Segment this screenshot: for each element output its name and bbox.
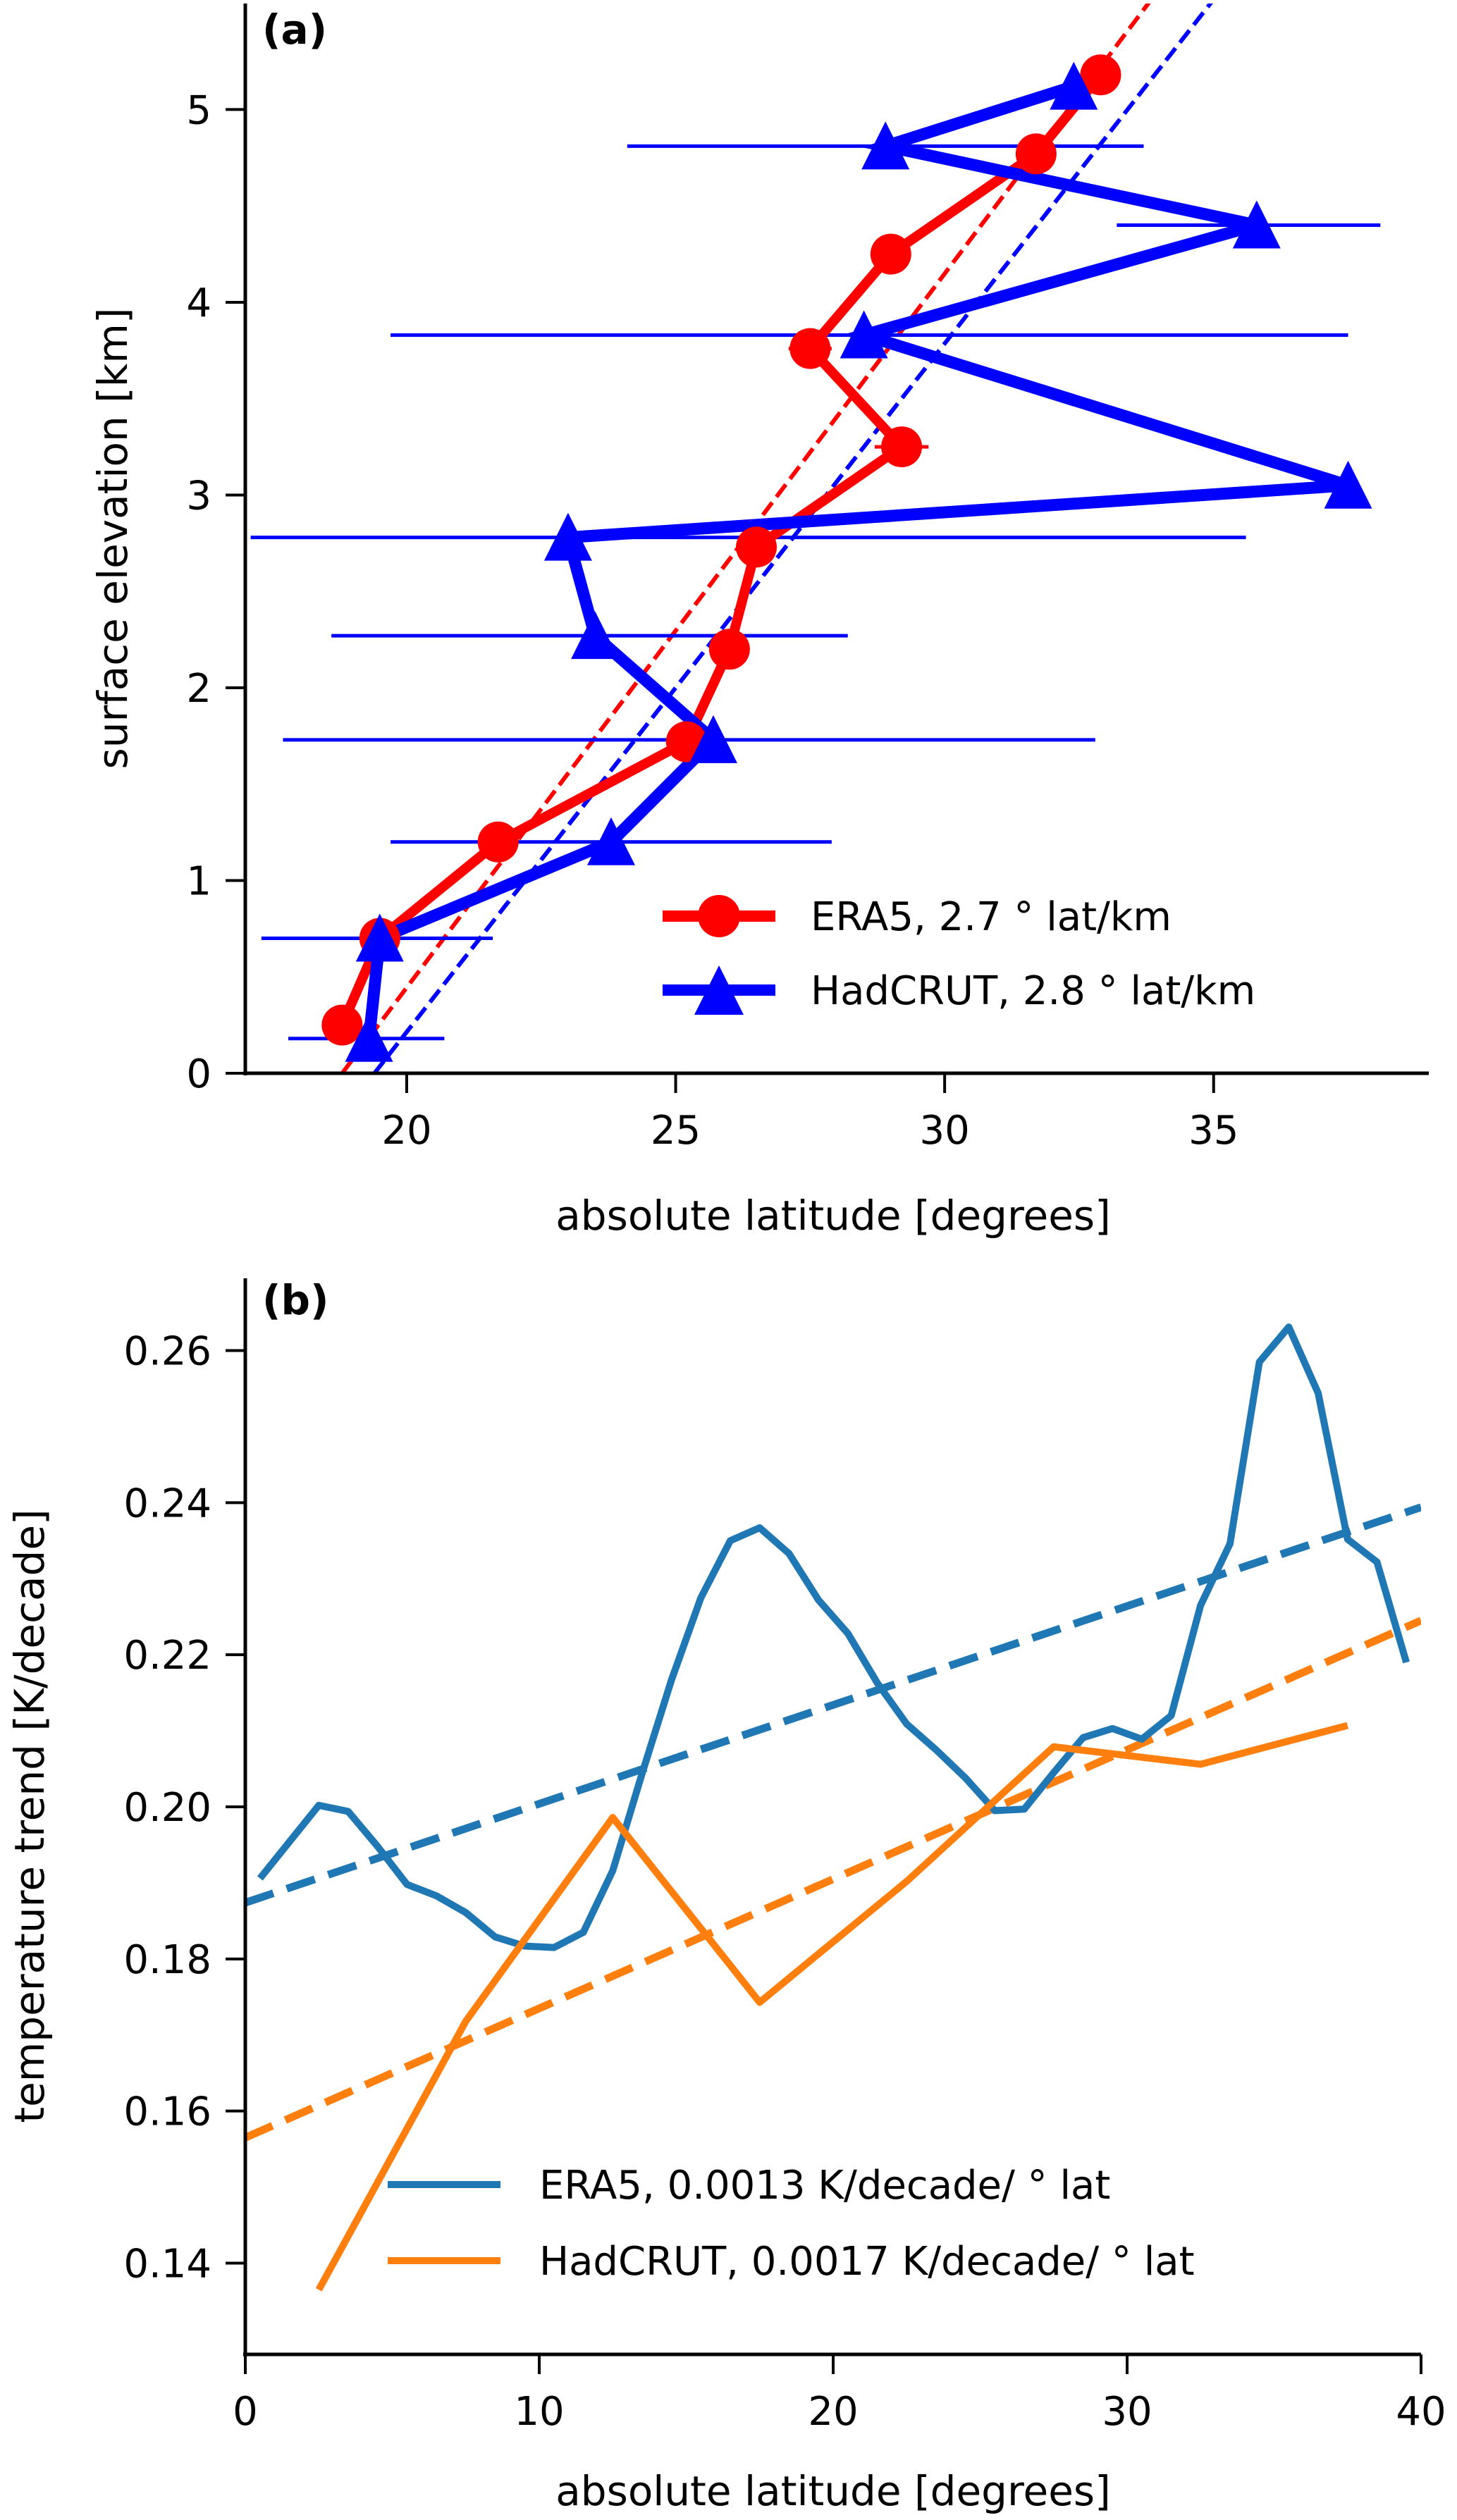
legend-entry-era5: ERA5, 2.7 ° lat/km [663, 894, 1172, 940]
y-tick-label-b: 0.16 [123, 2089, 211, 2135]
fit-line-era5 [245, 1503, 1421, 1907]
data-point-hadcrut [840, 310, 888, 359]
data-point-hadcrut [571, 611, 620, 660]
data-point-hadcrut [861, 121, 910, 170]
data-point-hadcrut [1232, 200, 1281, 249]
legend-entry-hadcrut: HadCRUT, 0.0017 K/decade/ ° lat [388, 2239, 1195, 2285]
axes: 0 10 20 30 40 0.14 0.16 0.18 0.20 0.22 0.24 0.26 [123, 1278, 1446, 2435]
legend-label-era5: ERA5, 2.7 ° lat/km [811, 894, 1172, 940]
x-tick-label-b: 40 [1396, 2389, 1446, 2435]
data-point-hadcrut [543, 512, 592, 561]
series-lines [257, 1323, 1410, 2292]
panel-a: 20 25 30 35 0 1 2 3 4 5 (a) absolute latitude [de… [89, 4, 1429, 1240]
fit-lines [245, 1503, 1421, 2142]
y-axis-label-b: temperature trend [K/decade] [6, 1509, 54, 2123]
x-axis-label-a: absolute latitude [degrees] [555, 1192, 1110, 1240]
legend-label-hadcrut: HadCRUT, 2.8 ° lat/km [811, 968, 1255, 1014]
y-tick-label-a: 1 [186, 858, 211, 904]
x-tick-label-b: 20 [808, 2389, 858, 2435]
data-point-hadcrut [586, 817, 635, 865]
y-axis-label-a: surface elevation [km] [89, 307, 137, 769]
y-tick-label-a: 3 [186, 473, 211, 519]
y-tick-label-a: 5 [186, 87, 211, 133]
y-tick-label-b: 0.18 [123, 1937, 211, 1983]
series-line-era5 [257, 1323, 1410, 1951]
legend-marker-circle [698, 895, 740, 937]
data-point-era5 [736, 526, 777, 568]
y-tick-label-b: 0.26 [123, 1329, 211, 1375]
legend-marker-triangle [694, 965, 744, 1015]
legend-label-era5: ERA5, 0.0013 K/decade/ ° lat [539, 2163, 1110, 2209]
panel-b: 0 10 20 30 40 0.14 0.16 0.18 0.20 0.22 0.24 0.26 (b… [6, 1276, 1446, 2515]
legend-a: ERA5, 2.7 ° lat/km HadCRUT, 2.8 ° lat/km [663, 894, 1255, 1015]
data-point-era5 [789, 328, 831, 369]
data-point-era5 [1080, 54, 1121, 96]
x-tick-label-b: 30 [1102, 2389, 1152, 2435]
data-point-era5 [321, 1004, 363, 1046]
data-point-era5 [1015, 133, 1057, 175]
fit-line-hadcrut [245, 1617, 1421, 2142]
y-tick-label-a: 2 [186, 666, 211, 712]
y-tick-label-a: 0 [186, 1051, 211, 1097]
y-tick-label-a: 4 [186, 280, 211, 326]
data-point-era5 [881, 426, 923, 468]
y-tick-label-b: 0.24 [123, 1481, 211, 1526]
panel-label-a: (a) [262, 6, 327, 54]
x-tick-label-b: 10 [514, 2389, 564, 2435]
x-tick-label-a: 35 [1188, 1108, 1238, 1154]
x-tick-label-a: 30 [920, 1108, 970, 1154]
data-point-era5 [870, 233, 911, 275]
data-point-hadcrut [1050, 61, 1098, 110]
y-tick-label-b: 0.20 [123, 1785, 211, 1831]
data-point-hadcrut [689, 715, 737, 763]
series-markers [321, 54, 1372, 1062]
legend-b: ERA5, 0.0013 K/decade/ ° lat HadCRUT, 0.… [388, 2163, 1195, 2285]
y-tick-label-b: 0.22 [123, 1633, 211, 1679]
y-tick-label-b: 0.14 [123, 2242, 211, 2287]
axes: 20 25 30 35 0 1 2 3 4 5 [186, 4, 1429, 1154]
series-line-hadcrut [315, 1722, 1349, 2292]
legend-entry-era5: ERA5, 0.0013 K/decade/ ° lat [388, 2163, 1110, 2209]
data-point-hadcrut [355, 913, 404, 962]
x-tick-label-a: 25 [651, 1108, 701, 1154]
x-tick-label-a: 20 [381, 1108, 431, 1154]
data-point-hadcrut [1324, 460, 1372, 509]
x-axis-label-b: absolute latitude [degrees] [555, 2467, 1110, 2515]
data-point-era5 [477, 821, 519, 863]
panel-label-b: (b) [262, 1276, 329, 1324]
legend-label-hadcrut: HadCRUT, 0.0017 K/decade/ ° lat [539, 2239, 1195, 2285]
x-tick-label-b: 0 [233, 2389, 258, 2435]
legend-entry-hadcrut: HadCRUT, 2.8 ° lat/km [663, 965, 1255, 1015]
data-point-hadcrut [345, 1013, 393, 1062]
data-point-era5 [708, 629, 750, 670]
